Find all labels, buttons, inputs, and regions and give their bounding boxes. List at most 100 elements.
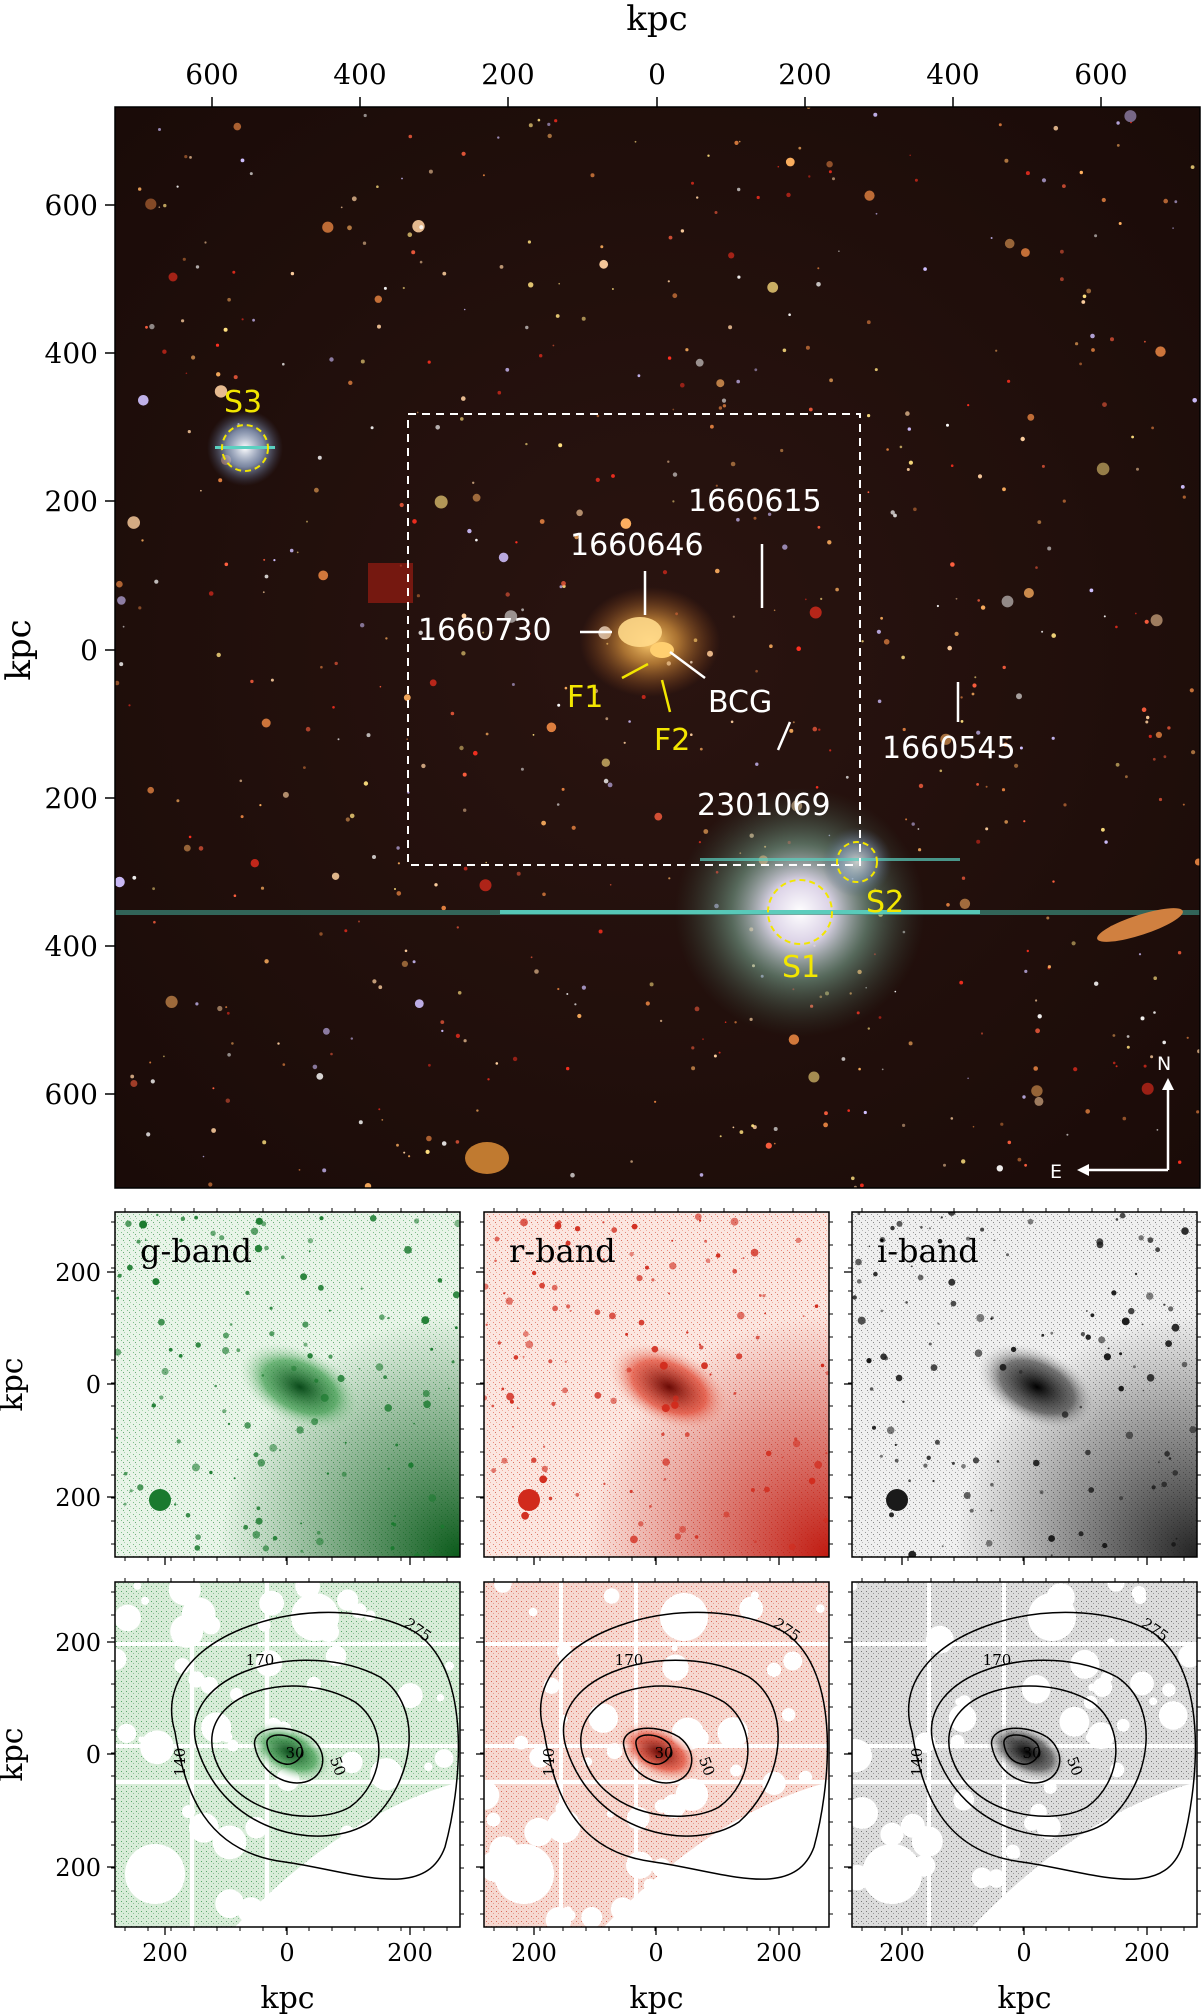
background-source [163,203,167,208]
background-source [1116,144,1120,147]
background-source [377,324,381,329]
band-source [872,1425,876,1430]
background-source [581,316,586,321]
band-source [387,1467,390,1470]
background-source [668,877,671,880]
band-source [404,1246,412,1254]
contour-label-170: 170 [983,1651,1012,1669]
background-source [1053,125,1059,131]
background-source [1144,619,1149,624]
background-source [595,477,600,482]
background-source [765,1142,772,1149]
band-source [937,1322,940,1325]
background-source [273,559,276,562]
background-source [1071,941,1076,946]
band-source [1132,1365,1136,1369]
band-source [1102,1542,1108,1549]
background-source [917,828,920,830]
background-source [349,813,355,819]
background-source [345,817,350,822]
mask-hole [783,1651,803,1671]
band-source [965,1236,971,1241]
band-source [1107,1347,1110,1350]
background-source [909,154,911,157]
band-source [662,1458,670,1466]
background-source [115,680,120,686]
background-source [547,122,551,126]
band-label-r: r-band [509,1232,616,1270]
mask-hole [1149,1697,1158,1706]
background-source [1005,737,1009,740]
background-source [181,319,185,323]
contour-lines [171,1611,460,1880]
background-source [620,518,632,529]
small-bottom-tick-label: 200 [142,1939,188,1967]
background-source [911,822,915,826]
background-source [1096,462,1110,476]
background-source [363,113,367,118]
background-source [691,1046,695,1050]
band-source [451,1360,455,1364]
band-source [159,1395,164,1400]
band-source [671,1401,679,1409]
background-source [789,728,794,733]
mask-hole [494,1582,512,1593]
band-source [990,1482,994,1487]
background-source [554,119,558,123]
background-source [383,286,387,290]
background-source [599,259,609,269]
label-s1: S1 [782,950,820,985]
contour-170 [930,1659,1147,1837]
band-source [421,1316,430,1325]
band-source [1164,1451,1170,1457]
background-source [461,151,466,156]
background-source [250,859,259,868]
background-source [1020,436,1025,442]
background-source [441,905,447,911]
background-source [590,173,595,178]
background-source [1174,200,1178,204]
band-source [679,1525,687,1533]
background-source [463,1039,467,1043]
background-source [116,580,123,588]
mask-hole [971,1867,993,1889]
band-source [395,1443,399,1447]
band-source [264,1245,269,1251]
background-source [860,1183,864,1188]
background-source [808,407,813,412]
background-source [1031,1085,1043,1097]
background-source [1126,1035,1130,1038]
label-s2: S2 [866,885,904,920]
background-source [138,187,142,191]
background-source [1066,1133,1069,1136]
band-source [257,1459,266,1467]
contour-30 [1003,1734,1040,1765]
band-source [512,1396,515,1398]
background-source [360,359,365,364]
background-source [316,1073,324,1080]
background-source [667,356,672,360]
background-source [440,1020,445,1024]
background-source [1162,1040,1166,1045]
background-source [1126,1045,1130,1049]
background-source [707,154,710,157]
background-source [755,762,759,766]
band-source [509,1399,514,1404]
mask-hole [1107,1582,1125,1592]
background-source [239,779,243,783]
background-source [804,598,807,601]
band-source [788,1543,796,1551]
background-source [878,1016,882,1019]
background-source [482,631,485,634]
background-source [985,827,989,831]
mask-hole [588,1703,618,1733]
background-source [1017,1157,1022,1162]
mask-hole [201,1615,221,1635]
background-source [414,999,424,1008]
background-source [824,1111,828,1116]
band-source [659,1361,668,1370]
masked-star-region [972,1782,1197,1927]
background-source [939,769,943,773]
band-source [1115,1218,1119,1221]
